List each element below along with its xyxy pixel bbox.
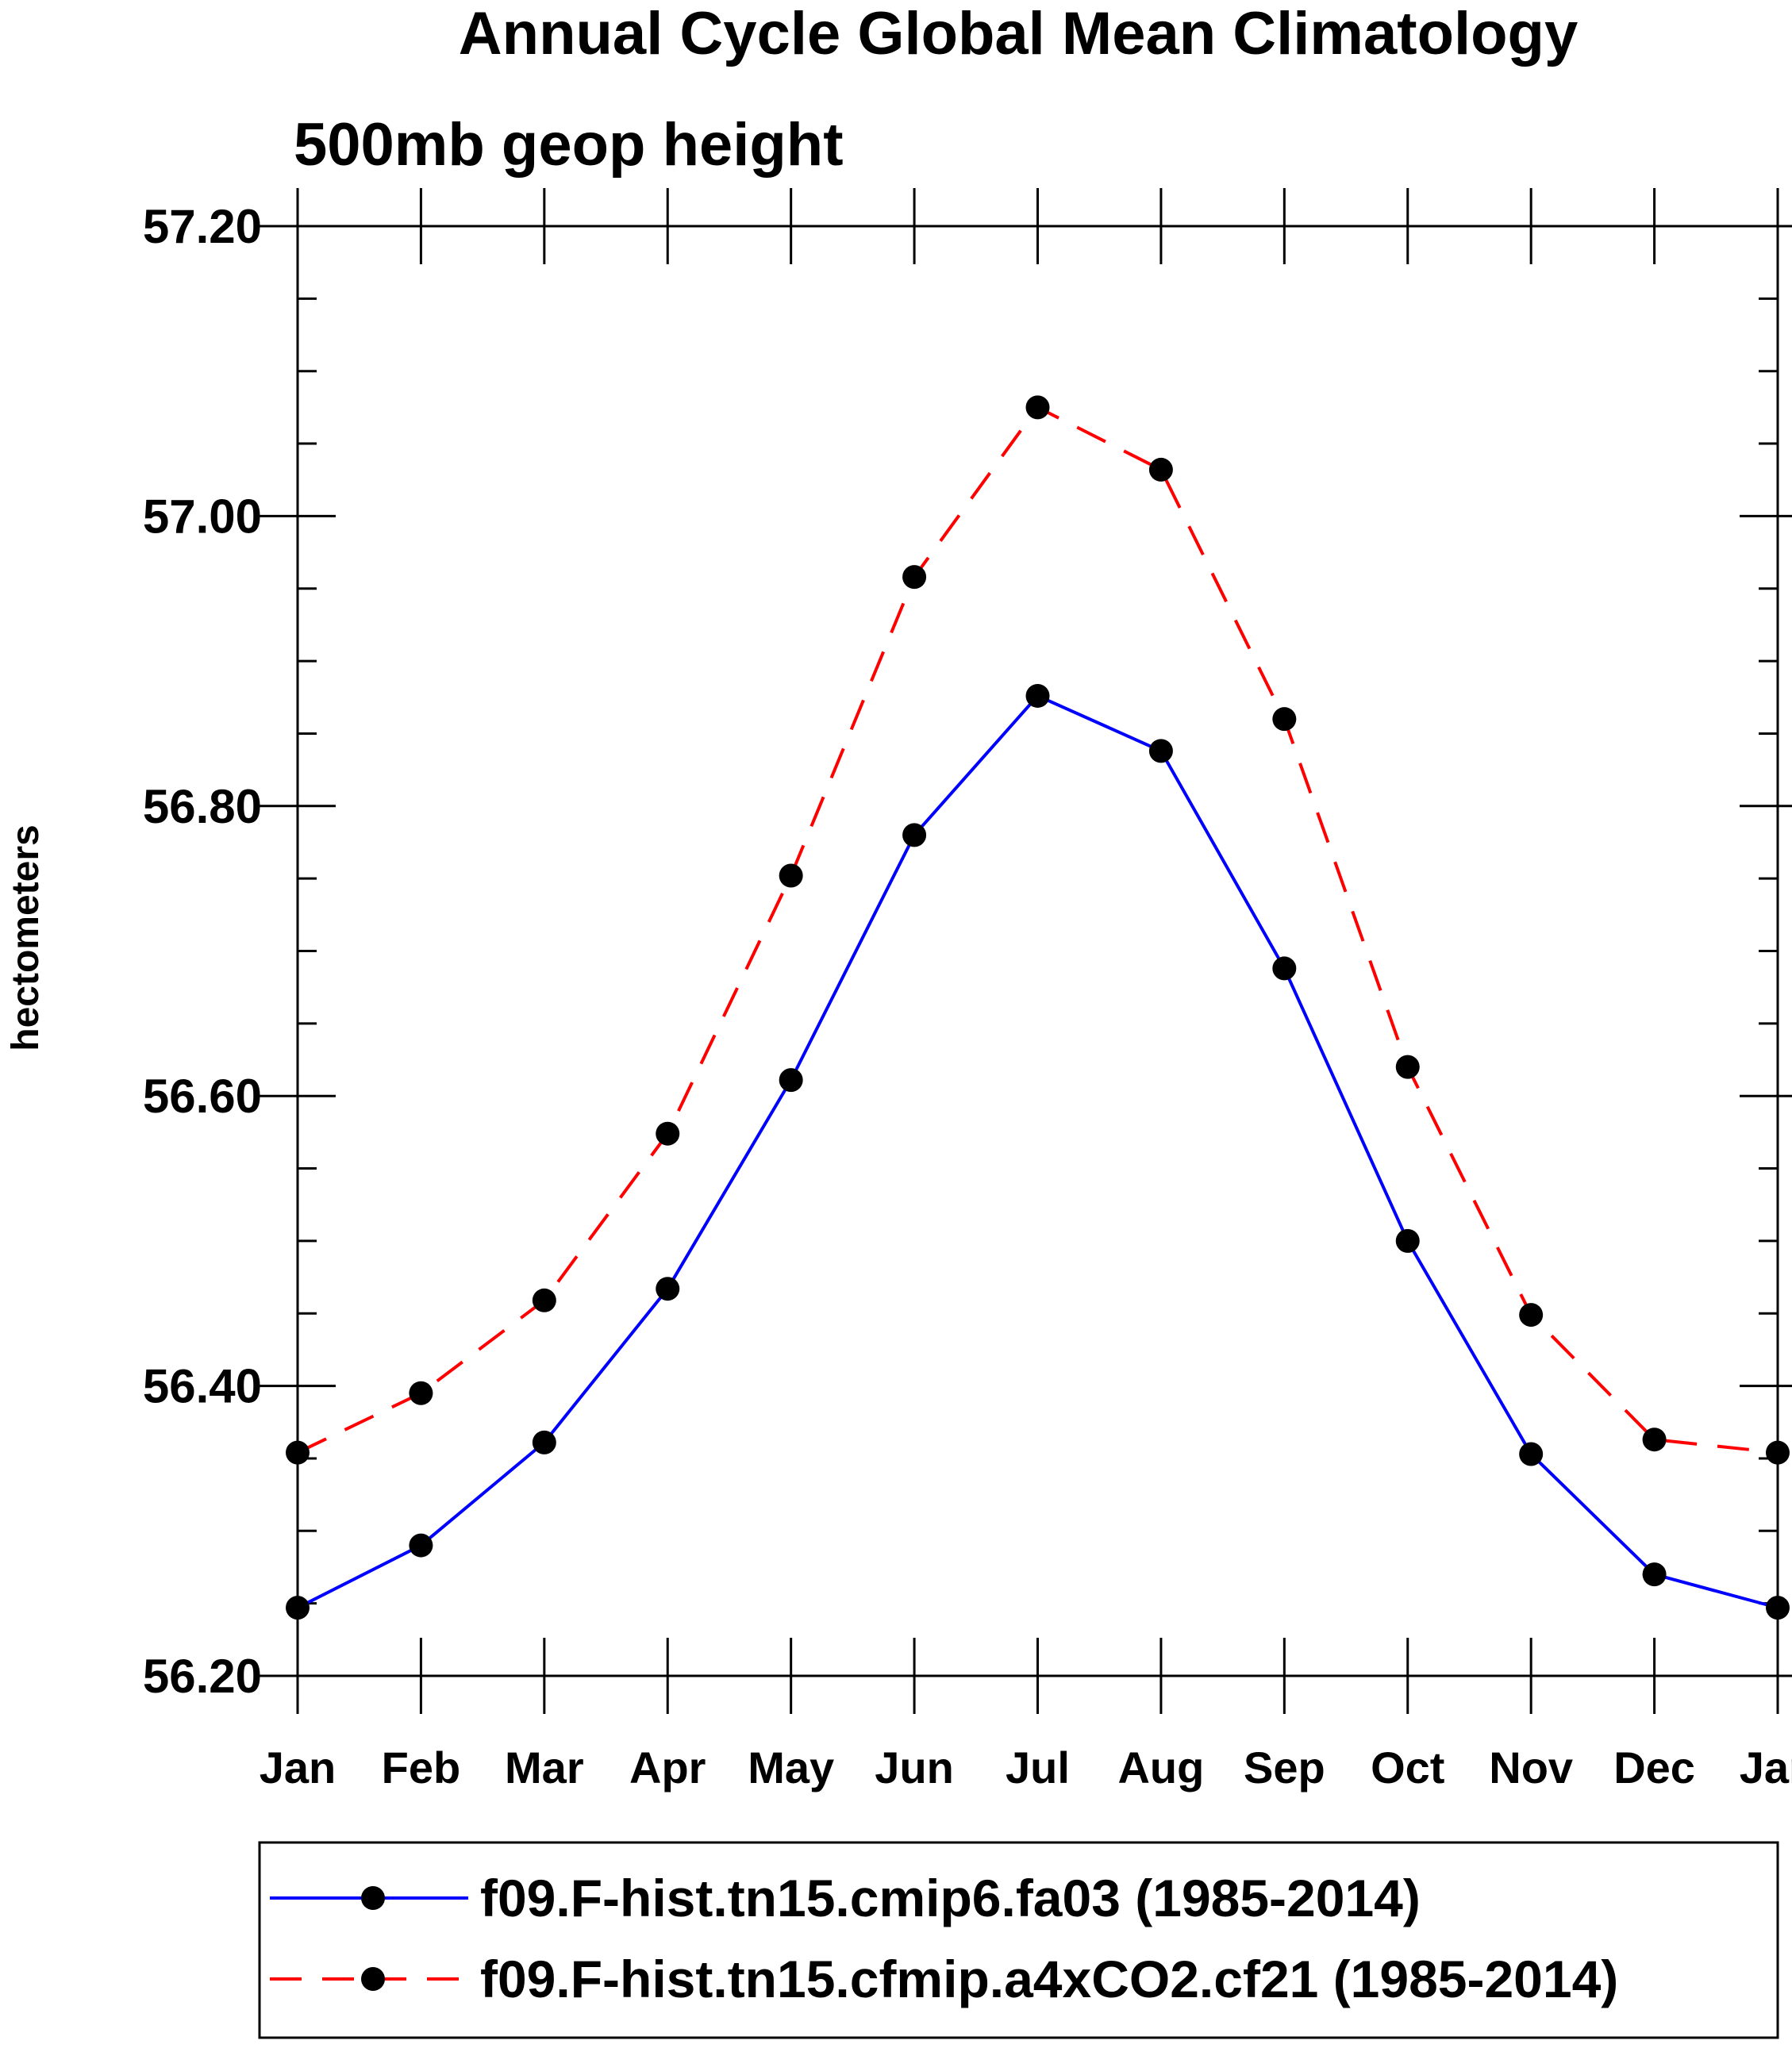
- series-2-point: [656, 1121, 680, 1146]
- series-2-point: [779, 863, 803, 888]
- series-1-point: [1272, 956, 1297, 981]
- x-tick-label: Sep: [1244, 1743, 1325, 1792]
- x-tick-label: Dec: [1613, 1743, 1695, 1792]
- series-2-point: [1642, 1427, 1667, 1452]
- y-axis-label: hectometers: [5, 824, 47, 1051]
- legend-label-1: f09.F-hist.tn15.cmip6.fa03 (1985-2014): [480, 1869, 1421, 1927]
- x-tick-label: Mar: [505, 1743, 584, 1792]
- series-2-point: [1766, 1440, 1790, 1465]
- series-line-2: [297, 405, 1779, 1454]
- legend-box: [258, 1841, 1779, 2039]
- series-1-point: [1642, 1562, 1667, 1587]
- series-2-point: [1519, 1303, 1544, 1328]
- y-tick-label: 57.00: [143, 490, 262, 543]
- x-tick-label: Aug: [1117, 1743, 1204, 1792]
- series-1-point: [532, 1430, 556, 1454]
- series-2-point: [1025, 395, 1050, 420]
- plot-frame: [296, 225, 1779, 1677]
- series-1-point: [286, 1596, 310, 1620]
- x-tick-label: Oct: [1371, 1743, 1444, 1792]
- y-tick-label: 56.40: [143, 1360, 262, 1413]
- y-tick-label: 57.20: [143, 200, 262, 253]
- series-1-point: [1519, 1442, 1544, 1466]
- legend-marker-2: [361, 1967, 385, 1991]
- x-tick-label: May: [748, 1743, 834, 1792]
- y-tick-label: 56.20: [143, 1650, 262, 1703]
- series-2-point: [532, 1288, 556, 1312]
- x-tick-label: Jan: [260, 1743, 336, 1792]
- series-1-point: [1395, 1228, 1420, 1253]
- legend-marker-1: [361, 1886, 385, 1910]
- x-tick-label: Jan: [1740, 1743, 1792, 1792]
- series-group: [286, 395, 1790, 1620]
- series-line-1: [297, 694, 1779, 1610]
- series-1-point: [1766, 1596, 1790, 1620]
- series-1-point: [902, 823, 927, 847]
- series-2-point: [1148, 457, 1173, 482]
- series-2-point: [1272, 707, 1297, 732]
- x-tick-label: Jul: [1006, 1743, 1070, 1792]
- legend-label-2: f09.F-hist.tn15.cfmip.a4xCO2.cf21 (1985-…: [480, 1950, 1618, 2008]
- legend: f09.F-hist.tn15.cmip6.fa03 (1985-2014) f0…: [258, 1841, 1779, 2039]
- series-2-point: [1395, 1055, 1420, 1079]
- x-tick-label: Feb: [382, 1743, 461, 1792]
- series-1-point: [656, 1277, 680, 1301]
- series-1-point: [1148, 739, 1173, 763]
- chart-subtitle: 500mb geop height: [294, 111, 844, 179]
- y-tick-label: 56.60: [143, 1070, 262, 1123]
- y-tick-label: 56.80: [143, 780, 262, 833]
- series-1-point: [1025, 683, 1050, 708]
- series-2-point: [902, 565, 927, 590]
- x-tick-label: Nov: [1489, 1743, 1573, 1792]
- x-tick-label: Apr: [629, 1743, 706, 1792]
- axes-group: 56.20 56.40 56.60 56.80 57.00 57.20 Jan Feb Mar A…: [143, 188, 1792, 1792]
- series-2-point: [409, 1381, 433, 1405]
- series-1-point: [779, 1068, 803, 1093]
- x-tick-label: Jun: [875, 1743, 954, 1792]
- series-1-point: [409, 1533, 433, 1558]
- series-2-point: [286, 1440, 310, 1465]
- chart-title: Annual Cycle Global Mean Climatology: [459, 0, 1578, 67]
